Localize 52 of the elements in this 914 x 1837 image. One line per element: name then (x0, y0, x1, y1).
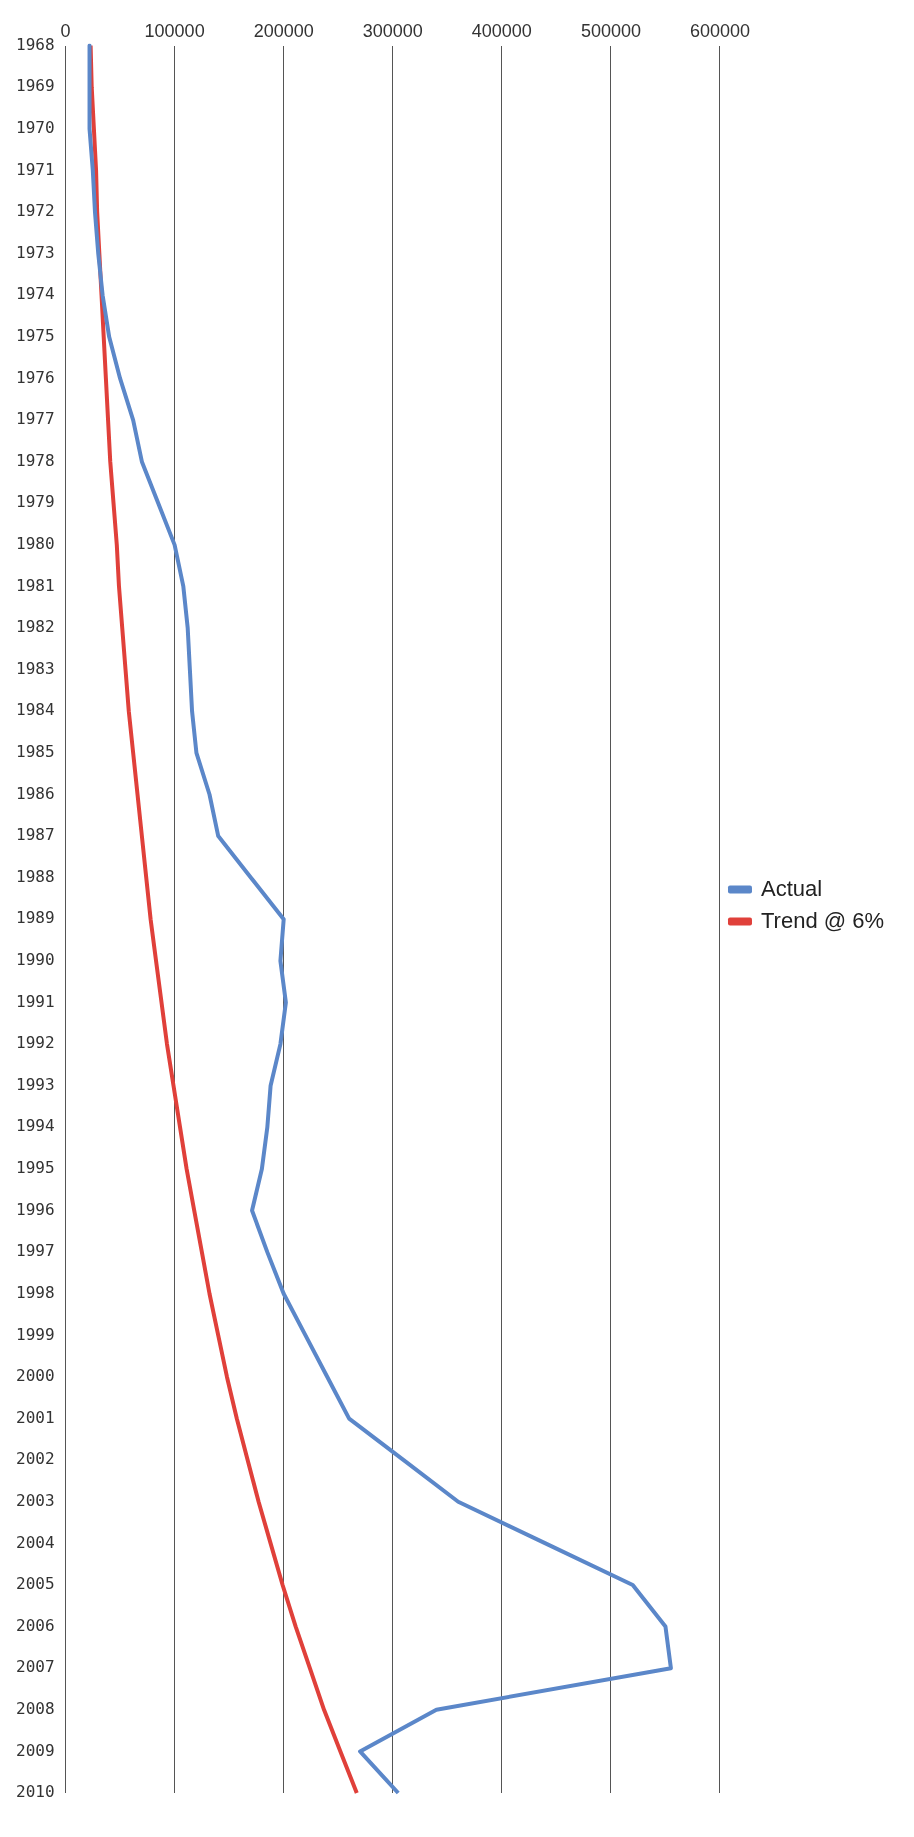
y-tick-label: 1998 (16, 1282, 55, 1302)
x-tick-label: 600000 (689, 20, 751, 41)
y-tick-label: 1989 (16, 908, 55, 928)
y-tick-label: 1999 (16, 1324, 55, 1344)
y-tick-label: 1975 (16, 325, 55, 345)
y-tick-label: 2004 (16, 1532, 55, 1552)
x-tick-label: 300000 (362, 20, 423, 41)
y-tick-label: 1986 (16, 783, 55, 803)
y-tick-label: 1994 (16, 1116, 55, 1136)
y-tick-label: 1983 (16, 658, 55, 678)
legend-label: Trend @ 6% (760, 907, 885, 933)
y-tick-label: 1996 (16, 1199, 55, 1219)
y-tick-label: 1980 (16, 534, 55, 554)
y-tick-label: 1992 (16, 1033, 55, 1053)
y-tick-label: 2001 (16, 1407, 55, 1427)
y-tick-label: 1984 (16, 700, 55, 720)
y-tick-label: 1972 (16, 201, 55, 221)
y-tick-label: 1973 (16, 242, 55, 262)
y-tick-label: 2010 (16, 1782, 55, 1802)
y-tick-label: 2007 (16, 1657, 55, 1677)
y-tick-label: 1976 (16, 367, 55, 387)
y-tick-label: 1977 (16, 409, 55, 429)
y-tick-label: 1987 (16, 825, 55, 845)
y-tick-label: 1982 (16, 617, 55, 637)
y-tick-label: 1997 (16, 1241, 55, 1261)
y-tick-label: 1993 (16, 1074, 55, 1094)
x-tick-label: 100000 (144, 20, 205, 41)
x-tick-label: 400000 (471, 20, 532, 41)
y-tick-label: 2000 (16, 1366, 55, 1386)
y-tick-label: 1974 (16, 284, 55, 304)
y-tick-label: 1991 (16, 991, 55, 1011)
y-tick-label: 1971 (16, 159, 55, 179)
y-tick-label: 1981 (16, 575, 55, 595)
y-tick-label: 2008 (16, 1698, 55, 1718)
y-tick-label: 2006 (16, 1615, 55, 1635)
y-tick-label: 2009 (16, 1740, 55, 1760)
y-tick-label: 1990 (16, 950, 55, 970)
y-tick-label: 1978 (16, 450, 55, 470)
y-tick-label: 1995 (16, 1158, 55, 1178)
y-tick-label: 1970 (16, 117, 55, 137)
x-tick-label: 500000 (580, 20, 641, 41)
y-tick-label: 1988 (16, 866, 55, 886)
y-tick-label: 2005 (16, 1574, 55, 1594)
y-tick-label: 1968 (16, 34, 55, 54)
x-tick-label: 0 (60, 20, 71, 41)
y-tick-label: 2002 (16, 1449, 55, 1469)
y-tick-label: 1979 (16, 492, 55, 512)
y-tick-label: 1969 (16, 76, 55, 96)
y-tick-label: 2003 (16, 1490, 55, 1510)
x-tick-label: 200000 (253, 20, 314, 41)
y-tick-label: 1985 (16, 742, 55, 762)
legend-label: Actual (760, 875, 823, 901)
